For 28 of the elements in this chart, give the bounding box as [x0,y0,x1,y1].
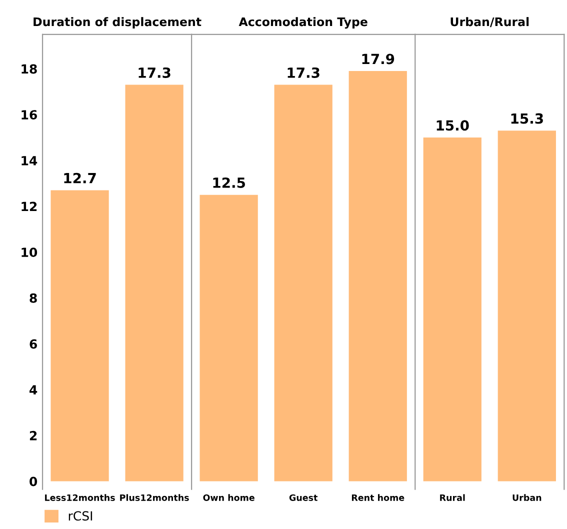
y-tick-label: 8 [30,293,37,303]
x-tick-label: Own home [203,494,254,501]
text: 12.5 [213,177,245,188]
x-tick-label: Rent home [352,494,404,501]
y-tick-label: 0 [30,476,38,486]
y-tick-label: 6 [30,339,37,349]
y-tick-label: 2 [30,430,37,440]
chart-title: Urban/Rural [450,17,529,28]
y-tick-label: 4 [30,385,38,394]
text: 17.3 [138,67,170,78]
y-tick-label: 14 [22,156,38,166]
chart-title: Accomodation Type [238,17,368,29]
x-tick-label: Plus12months [120,494,189,501]
text: 15.0 [436,120,469,131]
x-tick-label: Urban [512,494,542,501]
x-tick-label: Less12months [45,494,115,501]
text: 17.3 [288,67,320,78]
x-tick-label: Rural [440,494,465,501]
chart-title: Duration of displacement [34,17,202,29]
legend-label: rCSI [68,511,92,521]
y-tick-label: 12 [22,202,37,212]
text: 12.7 [64,172,96,184]
y-tick-label: 16 [22,110,37,120]
text: 17.9 [362,54,394,64]
text: 15.3 [511,113,543,124]
y-tick-label: 10 [22,248,38,258]
y-tick-label: 18 [22,64,37,74]
x-tick-label: Guest [289,494,318,501]
